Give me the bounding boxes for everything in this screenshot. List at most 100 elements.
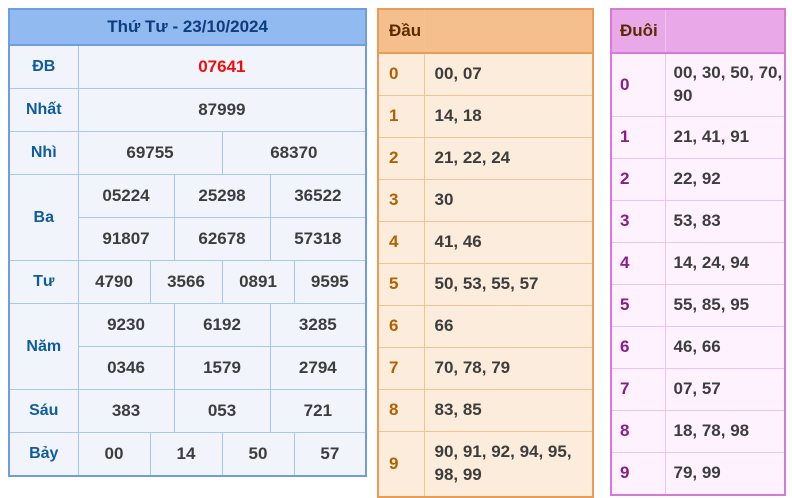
- prize-value: 383: [77, 389, 175, 433]
- prize-value: 87999: [77, 88, 367, 132]
- values-cell: 00, 07: [423, 52, 594, 96]
- table-row: 8 18, 78, 98: [610, 410, 786, 453]
- values-cell: 21, 41, 91: [664, 116, 786, 159]
- prize-label-nam: Năm: [8, 303, 79, 390]
- table-row: 9 79, 99: [610, 452, 786, 496]
- values-cell: 14, 24, 94: [664, 242, 786, 285]
- digit-cell: 5: [610, 284, 666, 327]
- prize-value: 68370: [221, 131, 367, 175]
- prize-value: 69755: [77, 131, 223, 175]
- values-cell: 07, 57: [664, 368, 786, 411]
- prize-value: 0891: [221, 260, 295, 304]
- digit-cell: 7: [610, 368, 666, 411]
- digit-cell: 2: [377, 137, 425, 180]
- table-row: 2 22, 92: [610, 158, 786, 201]
- table-row: Đầu: [377, 8, 594, 54]
- values-cell: 83, 85: [423, 389, 594, 432]
- table-row: 6 46, 66: [610, 326, 786, 369]
- duoi-header: Đuôi: [610, 8, 666, 54]
- prize-value: 57: [293, 432, 367, 477]
- prize-value: 91807: [77, 217, 175, 261]
- table-row: ĐB 07641: [8, 44, 367, 89]
- prize-value: 4790: [77, 260, 151, 304]
- table-row: 9 90, 91, 92, 94, 95, 98, 99: [377, 431, 594, 498]
- table-row: Đuôi: [610, 8, 786, 54]
- table-row: 7 70, 78, 79: [377, 347, 594, 390]
- table-row: 1 14, 18: [377, 95, 594, 138]
- prize-value: 3566: [149, 260, 223, 304]
- table-row: 6 66: [377, 305, 594, 348]
- lottery-results-table: Thứ Tư - 23/10/2024 ĐB 07641 Nhất 87999 …: [8, 8, 368, 477]
- table-row: 3 53, 83: [610, 200, 786, 243]
- digit-cell: 4: [610, 242, 666, 285]
- table-row: 1 21, 41, 91: [610, 116, 786, 159]
- prize-value: 0346: [77, 346, 175, 390]
- duoi-header-empty: [664, 8, 786, 54]
- prize-value: 36522: [269, 174, 367, 218]
- table-row: 3 30: [377, 179, 594, 222]
- table-row: Năm 9230 6192 3285: [8, 303, 367, 390]
- prize-label-tu: Tư: [8, 260, 79, 304]
- prize-value-special: 07641: [77, 44, 367, 89]
- digit-cell: 4: [377, 221, 425, 264]
- prize-value: 721: [269, 389, 367, 433]
- digit-cell: 0: [610, 52, 666, 117]
- table-row: 4 14, 24, 94: [610, 242, 786, 285]
- prize-value: 05224: [77, 174, 175, 218]
- table-row: 2 21, 22, 24: [377, 137, 594, 180]
- digit-cell: 1: [377, 95, 425, 138]
- table-row: 7 07, 57: [610, 368, 786, 411]
- table-row: 4 41, 46: [377, 221, 594, 264]
- prize-value: 6192: [173, 303, 271, 347]
- table-row: 0346 1579 2794: [9, 346, 367, 390]
- table-row: 0 00, 07: [377, 52, 594, 96]
- prize-value: 25298: [173, 174, 271, 218]
- table-row: Thứ Tư - 23/10/2024: [8, 8, 367, 46]
- table-row: Tư 4790 3566 0891 9595: [8, 260, 367, 304]
- values-cell: 00, 30, 50, 70, 90: [664, 52, 786, 117]
- digit-cell: 3: [377, 179, 425, 222]
- digit-cell: 6: [377, 305, 425, 348]
- values-cell: 41, 46: [423, 221, 594, 264]
- prize-label-nhi: Nhì: [8, 131, 79, 175]
- prize-value: 50: [221, 432, 295, 477]
- values-cell: 70, 78, 79: [423, 347, 594, 390]
- values-cell: 18, 78, 98: [664, 410, 786, 453]
- table-row: Sáu 383 053 721: [8, 389, 367, 433]
- digit-cell: 9: [610, 452, 666, 496]
- table-row: 8 83, 85: [377, 389, 594, 432]
- values-cell: 30: [423, 179, 594, 222]
- dau-header-empty: [423, 8, 594, 54]
- values-cell: 90, 91, 92, 94, 95, 98, 99: [423, 431, 594, 498]
- table-row: Nhất 87999: [8, 88, 367, 132]
- prize-label-ba: Ba: [8, 174, 79, 261]
- values-cell: 46, 66: [664, 326, 786, 369]
- table-row: 5 55, 85, 95: [610, 284, 786, 327]
- table-row: 5 50, 53, 55, 57: [377, 263, 594, 306]
- table-row: 0 00, 30, 50, 70, 90: [610, 52, 786, 117]
- digit-cell: 3: [610, 200, 666, 243]
- digit-cell: 0: [377, 52, 425, 96]
- values-cell: 66: [423, 305, 594, 348]
- dau-table: Đầu 0 00, 07 1 14, 18 2 21, 22, 24 3 30 …: [377, 8, 594, 498]
- prize-label-nhat: Nhất: [8, 88, 79, 132]
- prize-value: 9230: [77, 303, 175, 347]
- prize-value: 2794: [269, 346, 367, 390]
- dau-header: Đầu: [377, 8, 425, 54]
- prize-value: 3285: [269, 303, 367, 347]
- values-cell: 55, 85, 95: [664, 284, 786, 327]
- draw-title: Thứ Tư - 23/10/2024: [8, 8, 367, 46]
- prize-value: 053: [173, 389, 271, 433]
- values-cell: 14, 18: [423, 95, 594, 138]
- prize-value: 1579: [173, 346, 271, 390]
- table-row: Nhì 69755 68370: [8, 131, 367, 175]
- table-row: Bảy 00 14 50 57: [8, 432, 367, 477]
- digit-cell: 1: [610, 116, 666, 159]
- values-cell: 22, 92: [664, 158, 786, 201]
- digit-cell: 8: [610, 410, 666, 453]
- prize-label-db: ĐB: [8, 44, 79, 89]
- prize-value: 00: [77, 432, 151, 477]
- table-row: Ba 05224 25298 36522: [8, 174, 367, 261]
- digit-cell: 2: [610, 158, 666, 201]
- prize-value: 62678: [173, 217, 271, 261]
